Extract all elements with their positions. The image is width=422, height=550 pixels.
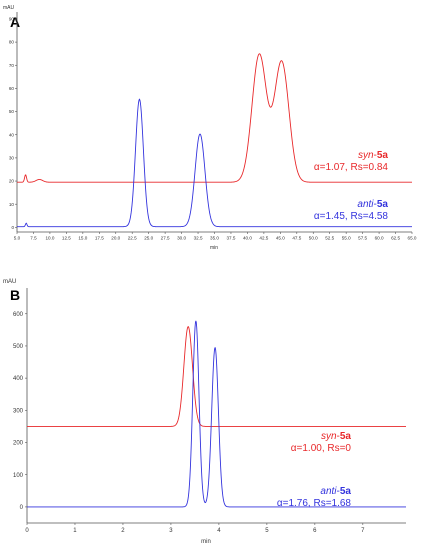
b-xtick-label: 5	[265, 528, 269, 534]
panel-b-anti-label: anti-5a	[320, 486, 351, 497]
a-xtick-label: 20.0	[111, 236, 120, 241]
panel-b: mAU B 0 100 200 300 400 500 600 0 1 2 3 4 5 6 7 min s…	[3, 279, 406, 545]
a-ytick-label: 20	[9, 179, 15, 184]
a-ytick-label: 50	[9, 109, 15, 114]
a-xtick-label: 52.5	[325, 236, 334, 241]
panel-b-anti-compound: 5a	[340, 486, 352, 497]
panel-b-syn-trace	[27, 326, 406, 427]
b-xtick-label: 3	[169, 528, 173, 534]
a-xtick-label: 5.0	[14, 236, 21, 241]
a-xtick-label: 12.5	[62, 236, 71, 241]
b-ytick-label: 400	[13, 376, 24, 382]
panel-b-syn-compound: 5a	[340, 431, 352, 442]
b-ytick-label: 300	[13, 408, 24, 414]
a-xtick-label: 55.0	[342, 236, 351, 241]
a-ytick-label: 30	[9, 156, 15, 161]
panel-b-syn-label: syn-5a	[321, 431, 351, 442]
panel-a-anti-compound: 5a	[377, 199, 389, 210]
panel-b-syn-stats: α=1.00, Rs=0	[291, 443, 352, 454]
panel-a: mAU A 0 10 20 30 40 50 60 70 80 90 5.0 7.5 10.0 12.5…	[3, 5, 417, 251]
a-ytick-label: 80	[9, 40, 15, 45]
b-xtick-label: 6	[313, 528, 317, 534]
b-xtick-label: 2	[121, 528, 125, 534]
a-xtick-label: 65.0	[408, 236, 417, 241]
b-ytick-label: 600	[13, 312, 24, 318]
panel-b-xlabel: min	[201, 539, 211, 545]
panel-b-y-ticks: 0 100 200 300 400 500 600	[13, 312, 27, 511]
a-ytick-label: 40	[9, 132, 15, 137]
panel-a-syn-name: syn	[358, 150, 374, 161]
a-xtick-label: 15.0	[78, 236, 87, 241]
a-xtick-label: 35.0	[210, 236, 219, 241]
a-xtick-label: 7.5	[30, 236, 37, 241]
panel-b-anti-name: anti	[320, 486, 337, 497]
a-xtick-label: 47.5	[292, 236, 301, 241]
b-ytick-label: 200	[13, 441, 24, 447]
panel-b-letter: B	[10, 287, 20, 303]
a-xtick-label: 17.5	[95, 236, 104, 241]
a-xtick-label: 22.5	[128, 236, 137, 241]
a-xtick-label: 57.5	[358, 236, 367, 241]
a-ytick-label: 0	[11, 225, 14, 230]
panel-a-letter: A	[10, 14, 20, 30]
panel-a-xlabel: min	[210, 245, 218, 251]
panel-b-x-ticks: 0 1 2 3 4 5 6 7	[25, 523, 365, 534]
b-xtick-label: 1	[73, 528, 77, 534]
b-xtick-label: 4	[217, 528, 221, 534]
panel-b-anti-trace	[27, 320, 406, 508]
a-xtick-label: 10.0	[45, 236, 54, 241]
b-ytick-label: 0	[20, 505, 24, 511]
a-xtick-label: 45.0	[276, 236, 285, 241]
panel-a-anti-stats: α=1.45, Rs=4.58	[314, 211, 389, 222]
a-ytick-label: 60	[9, 86, 15, 91]
panel-a-syn-trace	[17, 53, 412, 183]
a-xtick-label: 42.5	[259, 236, 268, 241]
panel-a-syn-label: syn-5a	[358, 150, 388, 161]
a-xtick-label: 27.5	[161, 236, 170, 241]
b-xtick-label: 0	[25, 528, 29, 534]
panel-a-syn-stats: α=1.07, Rs=0.84	[314, 162, 389, 173]
panel-a-anti-name: anti	[357, 199, 374, 210]
panel-b-syn-name: syn	[321, 431, 337, 442]
panel-a-anti-label: anti-5a	[357, 199, 388, 210]
b-xtick-label: 7	[361, 528, 365, 534]
a-xtick-label: 32.5	[194, 236, 203, 241]
panel-b-anti-stats: α=1.76, Rs=1.68	[277, 498, 352, 509]
panel-a-anti-trace	[17, 98, 412, 228]
panel-a-x-ticks: 5.0 7.5 10.0 12.5 15.0 17.5 20.0 22.5 25.0 27.5 30…	[14, 232, 417, 241]
a-ytick-label: 90	[9, 17, 15, 22]
a-xtick-label: 40.0	[243, 236, 252, 241]
panel-a-syn-compound: 5a	[377, 150, 389, 161]
a-ytick-label: 10	[9, 202, 15, 207]
b-ytick-label: 500	[13, 344, 24, 350]
a-ytick-label: 70	[9, 63, 15, 68]
a-xtick-label: 60.0	[375, 236, 384, 241]
panel-a-ylabel: mAU	[3, 5, 15, 11]
a-xtick-label: 30.0	[177, 236, 186, 241]
panel-b-ylabel: mAU	[3, 279, 16, 285]
a-xtick-label: 50.0	[309, 236, 318, 241]
panel-a-y-ticks: 0 10 20 30 40 50 60 70 80 90	[9, 17, 17, 230]
a-xtick-label: 62.5	[391, 236, 400, 241]
a-xtick-label: 25.0	[144, 236, 153, 241]
b-ytick-label: 100	[13, 473, 24, 479]
a-xtick-label: 37.5	[226, 236, 235, 241]
